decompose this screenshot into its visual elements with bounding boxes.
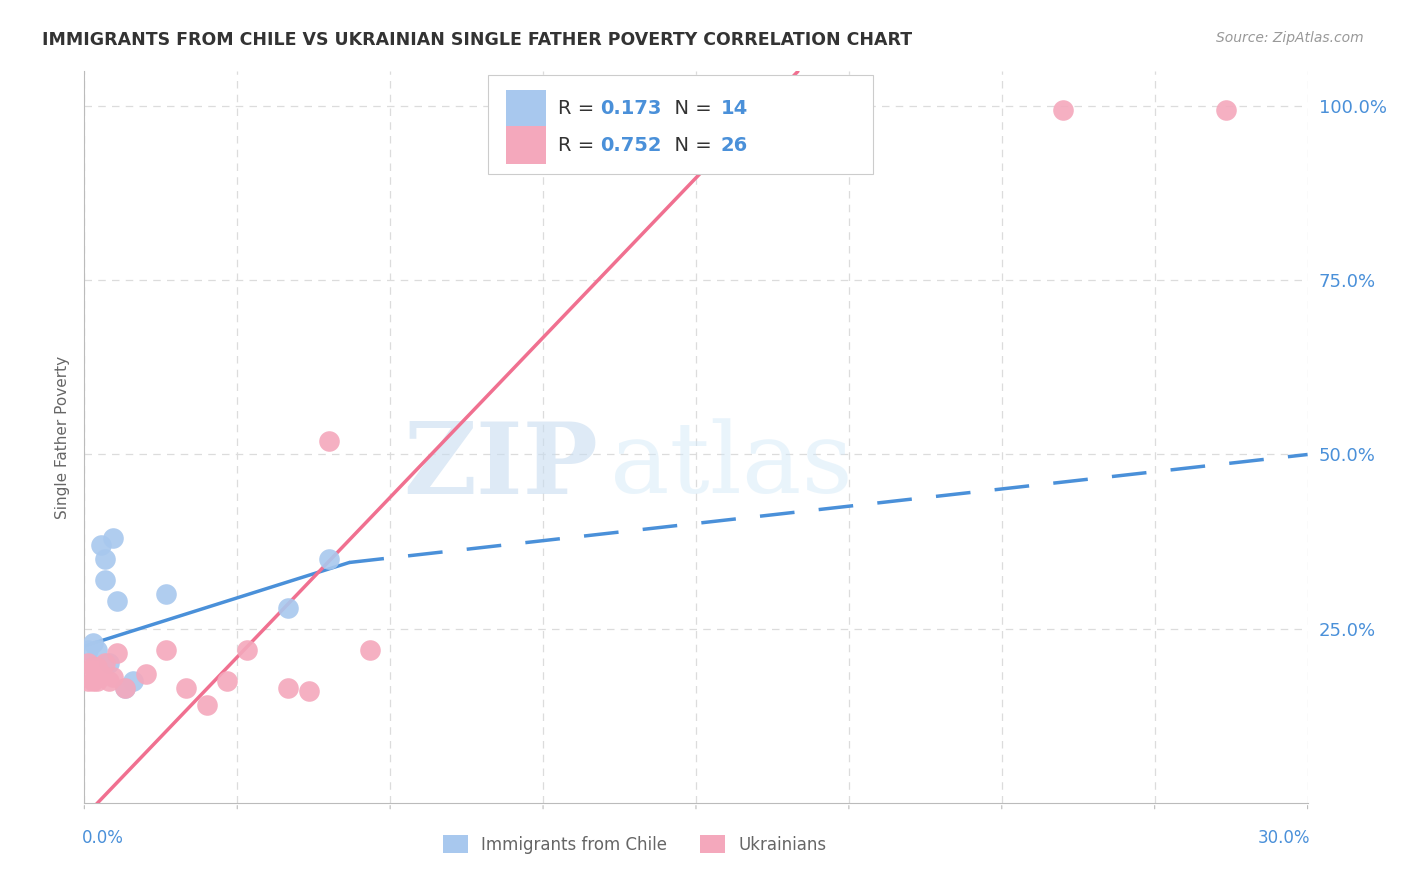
Text: R =: R =	[558, 99, 600, 119]
Text: 26: 26	[720, 136, 748, 155]
Point	[93, 657, 115, 671]
Text: 0.173: 0.173	[600, 99, 662, 119]
Text: 30.0%: 30.0%	[1257, 829, 1310, 847]
Point	[277, 681, 299, 695]
Point	[1215, 103, 1237, 117]
Text: atlas: atlas	[610, 418, 853, 514]
Point	[236, 642, 259, 657]
Point	[93, 552, 115, 566]
Point	[766, 103, 789, 117]
Point	[195, 698, 218, 713]
Point	[644, 103, 666, 117]
Text: 14: 14	[720, 99, 748, 119]
Point	[97, 657, 120, 671]
Point	[155, 587, 177, 601]
Point	[90, 667, 112, 681]
Point	[82, 635, 104, 649]
Point	[101, 531, 124, 545]
Text: 0.752: 0.752	[600, 136, 662, 155]
Legend: Immigrants from Chile, Ukrainians: Immigrants from Chile, Ukrainians	[436, 829, 834, 860]
Point	[97, 673, 120, 688]
Text: N =: N =	[662, 136, 717, 155]
Point	[90, 538, 112, 552]
Point	[105, 594, 128, 608]
Point	[359, 642, 381, 657]
Point	[86, 673, 108, 688]
Point	[114, 681, 136, 695]
Point	[298, 684, 321, 698]
Point	[86, 660, 108, 674]
FancyBboxPatch shape	[506, 90, 546, 128]
Point	[86, 642, 108, 657]
Y-axis label: Single Father Poverty: Single Father Poverty	[55, 356, 70, 518]
Point	[318, 434, 340, 448]
Point	[77, 642, 100, 657]
Point	[105, 646, 128, 660]
Point	[318, 552, 340, 566]
Point	[122, 673, 145, 688]
Point	[1052, 103, 1074, 117]
Point	[82, 673, 104, 688]
Point	[93, 573, 115, 587]
Text: 0.0%: 0.0%	[82, 829, 124, 847]
Text: Source: ZipAtlas.com: Source: ZipAtlas.com	[1216, 31, 1364, 45]
Text: R =: R =	[558, 136, 600, 155]
Point	[135, 667, 157, 681]
Text: IMMIGRANTS FROM CHILE VS UKRAINIAN SINGLE FATHER POVERTY CORRELATION CHART: IMMIGRANTS FROM CHILE VS UKRAINIAN SINGL…	[42, 31, 912, 49]
FancyBboxPatch shape	[488, 75, 873, 174]
Point	[77, 657, 100, 671]
Point	[82, 660, 104, 674]
Text: N =: N =	[662, 99, 717, 119]
Point	[174, 681, 197, 695]
Point	[101, 670, 124, 684]
Point	[114, 681, 136, 695]
Point	[77, 673, 100, 688]
Point	[277, 600, 299, 615]
Point	[155, 642, 177, 657]
FancyBboxPatch shape	[506, 127, 546, 164]
Text: ZIP: ZIP	[404, 417, 598, 515]
Point	[217, 673, 239, 688]
